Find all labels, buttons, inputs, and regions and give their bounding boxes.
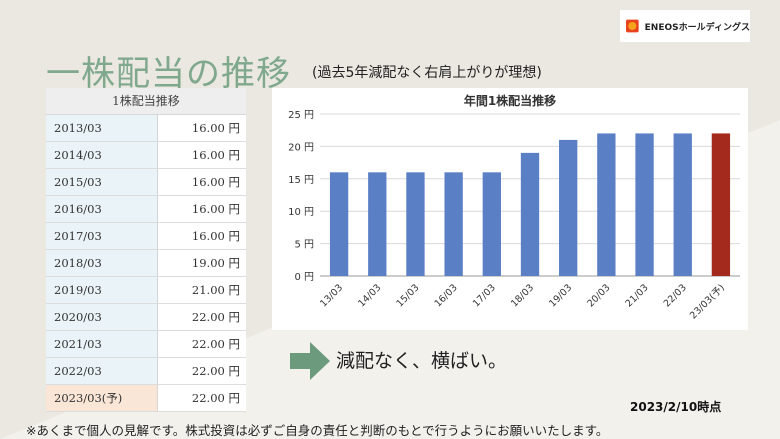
table-row: 2017/03 16.00 円 (46, 223, 246, 250)
table-row: 2022/03 22.00 円 (46, 358, 246, 385)
eneos-logo-icon (626, 19, 639, 33)
table-row: 2018/03 19.00 円 (46, 250, 246, 277)
table-row: 2023/03(予) 22.00 円 (46, 385, 246, 412)
bar (673, 133, 692, 276)
y-tick-label: 20 円 (288, 142, 314, 153)
y-tick-label: 15 円 (288, 175, 314, 186)
x-tick-label: 13/03 (318, 282, 345, 309)
table-row: 2016/03 16.00 円 (46, 196, 246, 223)
summary-message: 減配なく、横ばい。 (336, 350, 508, 372)
bar (482, 172, 501, 276)
x-tick-label: 16/03 (433, 282, 460, 309)
y-tick-label: 25 円 (288, 110, 314, 121)
bar (597, 133, 616, 276)
table-row: 2015/03 16.00 円 (46, 169, 246, 196)
bar (368, 172, 387, 276)
table-cell-year: 2018/03 (46, 250, 158, 276)
y-tick-label: 0 円 (294, 272, 314, 283)
x-tick-label: 20/03 (585, 282, 612, 309)
table-cell-year: 2015/03 (46, 169, 158, 195)
disclaimer-footnote: ※あくまで個人の見解です。株式投資は必ずご自身の責任と判断のもとで行うようにお願… (26, 423, 609, 438)
x-tick-label: 21/03 (624, 282, 651, 309)
table-cell-value: 19.00 円 (191, 256, 240, 270)
y-tick-label: 10 円 (288, 207, 314, 218)
company-logo: ENEOSホールディングス (620, 10, 750, 42)
bar (444, 172, 463, 276)
page-title: 一株配当の推移 (46, 54, 291, 94)
table-cell-year: 2022/03 (46, 358, 158, 384)
dividend-chart: 年間1株配当推移 0 円 5 円 10 円 15 円 20 円 25 円 13/03 14/0… (272, 88, 748, 330)
table-cell-year: 2013/03 (46, 115, 158, 141)
table-cell-value: 22.00 円 (191, 391, 240, 405)
table-cell-year: 2020/03 (46, 304, 158, 330)
table-body: 2013/03 16.00 円 2014/03 16.00 円 2015/03 16.00… (46, 115, 246, 412)
x-tick-label: 22/03 (662, 282, 689, 309)
table-cell-value: 22.00 円 (191, 364, 240, 378)
table-row: 2019/03 21.00 円 (46, 277, 246, 304)
table-header: 1株配当推移 (46, 88, 246, 115)
arrow-right-icon (290, 342, 330, 380)
table-cell-year: 2016/03 (46, 196, 158, 222)
table-row: 2014/03 16.00 円 (46, 142, 246, 169)
bar (635, 133, 654, 276)
bar (406, 172, 425, 276)
table-cell-value: 22.00 円 (191, 310, 240, 324)
table-cell-value: 22.00 円 (191, 337, 240, 351)
x-tick-label: 19/03 (547, 282, 574, 309)
x-tick-label: 14/03 (356, 282, 383, 309)
bar (559, 139, 578, 276)
table-cell-value: 16.00 円 (191, 229, 240, 243)
bar (711, 133, 731, 276)
table-cell-value: 16.00 円 (191, 148, 240, 162)
chart-title: 年間1株配当推移 (463, 94, 557, 108)
table-cell-value: 16.00 円 (191, 121, 240, 135)
dividend-table: 1株配当推移 2013/03 16.00 円 2014/03 16.00 円 2015/… (46, 88, 246, 412)
table-row: 2020/03 22.00 円 (46, 304, 246, 331)
y-tick-label: 5 円 (294, 240, 314, 251)
table-cell-year: 2017/03 (46, 223, 158, 249)
page-subtitle: (過去5年減配なく右肩上がりが理想) (312, 65, 542, 81)
table-cell-year: 2021/03 (46, 331, 158, 357)
logo-text: ENEOSホールディングス (644, 22, 750, 33)
table-row: 2013/03 16.00 円 (46, 115, 246, 142)
x-tick-label: 23/03(予) (688, 282, 727, 321)
table-row: 2021/03 22.00 円 (46, 331, 246, 358)
as-of-date: 2023/2/10時点 (630, 400, 722, 414)
chart-svg: 0 円 5 円 10 円 15 円 20 円 25 円 13/03 14/03 15/03 16/… (288, 110, 740, 321)
x-tick-label: 18/03 (509, 282, 536, 309)
table-cell-value: 21.00 円 (191, 283, 240, 297)
x-tick-label: 17/03 (471, 282, 498, 309)
table-cell-value: 16.00 円 (191, 175, 240, 189)
bar (520, 152, 540, 276)
table-cell-year: 2019/03 (46, 277, 158, 303)
table-cell-year: 2023/03(予) (46, 385, 158, 411)
table-cell-year: 2014/03 (46, 142, 158, 168)
table-cell-value: 16.00 円 (191, 202, 240, 216)
x-tick-label: 15/03 (394, 282, 421, 309)
bar (329, 172, 349, 276)
